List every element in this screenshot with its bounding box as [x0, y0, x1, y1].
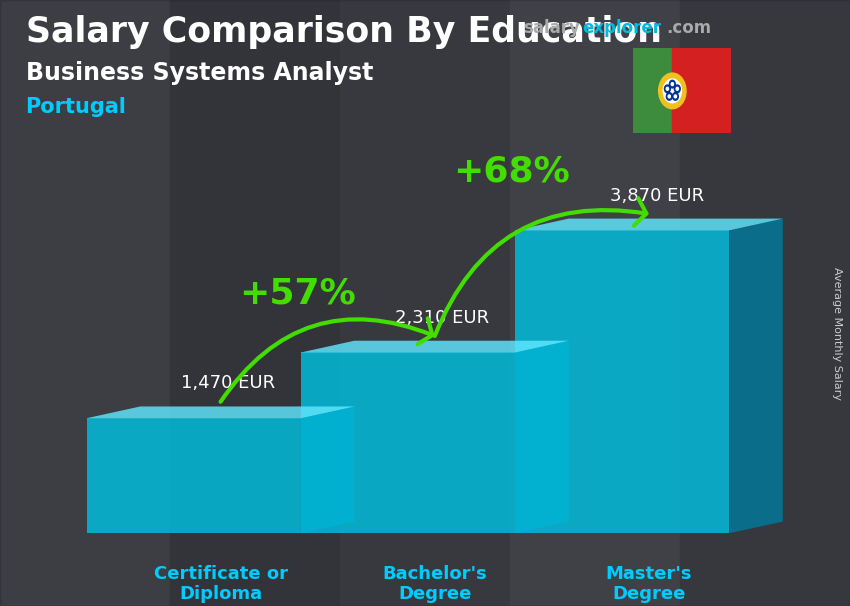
Polygon shape: [301, 407, 354, 533]
Text: Certificate or
Diploma: Certificate or Diploma: [154, 565, 287, 604]
Polygon shape: [729, 219, 783, 533]
Circle shape: [663, 79, 682, 103]
Polygon shape: [515, 230, 729, 533]
Polygon shape: [515, 341, 569, 533]
Text: 1,470 EUR: 1,470 EUR: [181, 375, 275, 393]
Text: Salary Comparison By Education: Salary Comparison By Education: [26, 15, 661, 49]
Text: 2,310 EUR: 2,310 EUR: [395, 308, 490, 327]
Text: explorer: explorer: [582, 19, 661, 38]
Polygon shape: [301, 341, 569, 353]
Circle shape: [666, 87, 669, 90]
Circle shape: [668, 95, 671, 98]
Bar: [672, 48, 731, 133]
Text: Master's
Degree: Master's Degree: [606, 565, 692, 604]
Bar: [633, 48, 672, 133]
Text: salary: salary: [523, 19, 580, 38]
Circle shape: [665, 85, 671, 93]
Text: Average Monthly Salary: Average Monthly Salary: [832, 267, 842, 400]
Circle shape: [672, 82, 673, 85]
Circle shape: [674, 95, 677, 98]
Text: +68%: +68%: [453, 155, 570, 188]
Text: Business Systems Analyst: Business Systems Analyst: [26, 61, 373, 85]
Circle shape: [676, 87, 678, 90]
Text: 3,870 EUR: 3,870 EUR: [609, 187, 704, 204]
Polygon shape: [301, 353, 515, 533]
Circle shape: [659, 73, 686, 108]
Text: +57%: +57%: [239, 277, 355, 311]
Text: Portugal: Portugal: [26, 97, 127, 117]
Text: Bachelor's
Degree: Bachelor's Degree: [382, 565, 487, 604]
Circle shape: [674, 85, 680, 93]
Polygon shape: [515, 219, 783, 230]
Circle shape: [670, 80, 675, 88]
Polygon shape: [87, 407, 354, 418]
Polygon shape: [87, 418, 301, 533]
Circle shape: [666, 93, 672, 100]
Text: .com: .com: [666, 19, 711, 38]
Circle shape: [672, 93, 678, 100]
